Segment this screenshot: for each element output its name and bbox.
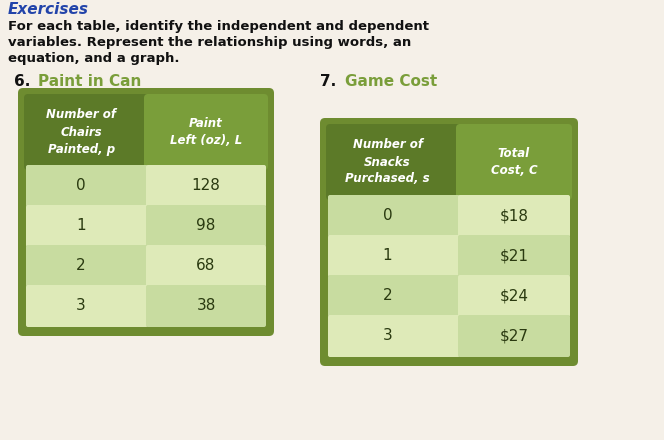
FancyBboxPatch shape bbox=[26, 245, 148, 287]
Text: Total
Cost, C: Total Cost, C bbox=[491, 147, 537, 177]
Text: 1: 1 bbox=[382, 249, 392, 264]
FancyBboxPatch shape bbox=[458, 195, 570, 237]
FancyBboxPatch shape bbox=[26, 205, 148, 247]
FancyBboxPatch shape bbox=[328, 275, 460, 317]
FancyBboxPatch shape bbox=[320, 118, 578, 366]
Text: $27: $27 bbox=[499, 329, 529, 344]
Text: 68: 68 bbox=[197, 258, 216, 274]
Text: Number of
Chairs
Painted, p: Number of Chairs Painted, p bbox=[46, 109, 116, 155]
Text: variables. Represent the relationship using words, an: variables. Represent the relationship us… bbox=[8, 36, 411, 49]
Text: 1: 1 bbox=[76, 219, 86, 234]
Text: 0: 0 bbox=[76, 179, 86, 194]
Text: 98: 98 bbox=[197, 219, 216, 234]
Text: Paint in Can: Paint in Can bbox=[38, 74, 141, 89]
FancyBboxPatch shape bbox=[326, 124, 462, 200]
Text: 38: 38 bbox=[197, 298, 216, 313]
FancyBboxPatch shape bbox=[458, 275, 570, 317]
Text: 2: 2 bbox=[382, 289, 392, 304]
Text: 3: 3 bbox=[382, 329, 392, 344]
Text: Exercises: Exercises bbox=[8, 2, 89, 17]
Text: Game Cost: Game Cost bbox=[345, 74, 438, 89]
Text: 6.: 6. bbox=[14, 74, 31, 89]
Text: 7.: 7. bbox=[320, 74, 336, 89]
Text: Number of
Snacks
Purchased, s: Number of Snacks Purchased, s bbox=[345, 139, 430, 186]
FancyBboxPatch shape bbox=[18, 88, 274, 336]
FancyBboxPatch shape bbox=[26, 165, 148, 207]
FancyBboxPatch shape bbox=[146, 245, 266, 287]
FancyBboxPatch shape bbox=[26, 285, 148, 327]
FancyBboxPatch shape bbox=[456, 124, 572, 200]
FancyBboxPatch shape bbox=[458, 315, 570, 357]
Text: $18: $18 bbox=[499, 209, 529, 224]
FancyBboxPatch shape bbox=[144, 94, 268, 170]
Text: $24: $24 bbox=[499, 289, 529, 304]
FancyBboxPatch shape bbox=[328, 235, 460, 277]
FancyBboxPatch shape bbox=[328, 315, 460, 357]
Text: equation, and a graph.: equation, and a graph. bbox=[8, 52, 179, 65]
FancyBboxPatch shape bbox=[24, 94, 150, 170]
Text: For each table, identify the independent and dependent: For each table, identify the independent… bbox=[8, 20, 429, 33]
Text: 128: 128 bbox=[191, 179, 220, 194]
FancyBboxPatch shape bbox=[146, 285, 266, 327]
Text: Paint
Left (oz), L: Paint Left (oz), L bbox=[170, 117, 242, 147]
Text: 0: 0 bbox=[382, 209, 392, 224]
FancyBboxPatch shape bbox=[458, 235, 570, 277]
FancyBboxPatch shape bbox=[146, 165, 266, 207]
FancyBboxPatch shape bbox=[328, 195, 460, 237]
FancyBboxPatch shape bbox=[146, 205, 266, 247]
Text: 3: 3 bbox=[76, 298, 86, 313]
Text: $21: $21 bbox=[499, 249, 529, 264]
Text: 2: 2 bbox=[76, 258, 86, 274]
